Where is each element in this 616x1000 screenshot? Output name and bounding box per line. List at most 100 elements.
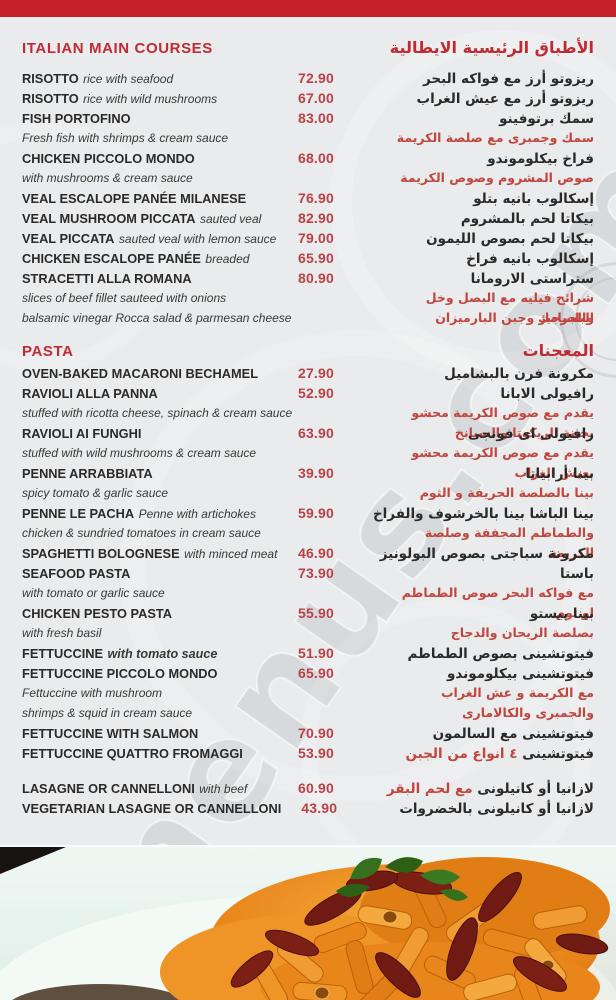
item-name-en: VEAL PICCATA [22, 231, 115, 246]
item-text-en: VEAL MUSHROOM PICCATA sauted veal [22, 209, 278, 229]
item-name-ar: إسكالوب بانيه فراخ [466, 251, 594, 267]
item-name-en: STRACETTI ALLA ROMANA [22, 271, 192, 286]
item-price: 80.90 [297, 270, 334, 286]
item-price: 82.90 [297, 210, 334, 226]
item-name-ar: بصلصة الريحان والدجاج [450, 625, 594, 640]
item-price: 79.00 [297, 230, 334, 246]
item-text-en: VEAL PICCATA sauted veal with lemon sauc… [22, 229, 278, 249]
item-text-en: RISOTTO rice with wild mushrooms [22, 89, 278, 109]
item-name-en: FETTUCCINE PICCOLO MONDO [22, 666, 218, 681]
item-price: 46.90 [297, 545, 334, 561]
item-name-ar: يقدم مع صوص الكريمة محشو بعيش الغراب [411, 445, 594, 480]
item-name-ar: لازانيا أو كانيلونى مع لحم البقر [386, 781, 594, 797]
menu-item-row: SEAFOOD PASTA 73.90 باستا [22, 563, 594, 583]
item-name-ar: مع الكريمة و عش الغراب والجمبرى والكالام… [441, 685, 594, 720]
item-name-en: RISOTTO [22, 71, 79, 86]
section-title-en: PASTA [22, 343, 74, 360]
item-name-en: VEGETARIAN LASAGNE OR CANNELLONI [22, 801, 282, 816]
section-title-ar: المعجنات [522, 341, 594, 360]
menu-content: ITALIAN MAIN COURSES الأطباق الرئيسية الا… [0, 17, 616, 818]
item-name-ar: بينا بيستو [529, 606, 594, 622]
item-text-en: shrimps & squid in cream sauce [22, 706, 193, 720]
item-desc-en: rice with wild mushrooms [83, 92, 218, 106]
item-name-ar: بيكاتا لحم بصوص الليمون [426, 231, 594, 247]
plate-shadow [12, 984, 188, 1000]
item-name-ar: لازانيا أو كانيلونى بالخضروات [399, 801, 594, 817]
item-name-en: SPAGHETTI BOLOGNESE [22, 546, 180, 561]
menu-item-row: CHICKEN PESTO PASTA 55.90 بينا بيستو [22, 603, 594, 623]
item-text-en: stuffed with wild mushrooms & cream sauc… [22, 446, 257, 460]
item-text-en: spicy tomato & garlic sauce [22, 486, 169, 500]
item-name-en: FETTUCCINE [22, 646, 104, 661]
item-text-en: VEGETARIAN LASAGNE OR CANNELLONI [22, 799, 281, 819]
menu-item-row: VEGETARIAN LASAGNE OR CANNELLONI 43.90 لاز… [22, 798, 594, 818]
top-red-bar [0, 0, 616, 17]
menu-item-subline: stuffed with ricotta cheese, spinach & c… [22, 403, 594, 440]
item-price: 53.90 [297, 745, 334, 761]
menu-item-subline: Fettuccine with mushroom مع الكريمة و عش … [22, 683, 594, 720]
item-text-en: FETTUCCINE QUATTRO FROMAGGI [22, 744, 278, 764]
item-name-en: VEAL MUSHROOM PICCATA [22, 211, 196, 226]
item-text-en: OVEN-BAKED MACARONI BECHAMEL [22, 364, 278, 384]
item-name-ar: صوص المشروم وصوص الكريمة [400, 170, 594, 185]
item-name-ar: بينا بالصلصة الحريفة و الثوم [419, 485, 594, 500]
item-price: 65.90 [297, 665, 334, 681]
item-name-en: PENNE LE PACHA [22, 506, 135, 521]
menu-item-row: RISOTTO rice with seafood 72.90 ريزوتو أرز… [22, 68, 594, 88]
parsley-garnish [336, 857, 468, 901]
menu-item-row: STRACETTI ALLA ROMANA 80.90 ستراستى الاروم… [22, 268, 594, 288]
item-name-en: RISOTTO [22, 91, 79, 106]
section-heading: PASTA المعجنات [22, 341, 594, 360]
menu-item-row: PENNE LE PACHA Penne with artichokes 59.9… [22, 503, 594, 523]
item-text-en: balsamic vinegar Rocca salad & parmesan … [22, 311, 292, 325]
item-name-ar: سمك برتوفينو [499, 111, 594, 127]
item-desc-en: breaded [205, 252, 250, 266]
item-name-en: CHICKEN PESTO PASTA [22, 606, 173, 621]
item-name-en: SEAFOOD PASTA [22, 566, 131, 581]
menu-item-row: CHICKEN PICCOLO MONDO 68.00 فراخ بيكلوموند… [22, 148, 594, 168]
menu-item-row: RAVIOLI AI FUNGHI 63.90 رافيولى اى فونجى [22, 423, 594, 443]
item-name-ar: ريزوتو أرز مع فواكه البحر [422, 71, 594, 87]
item-text-en: FISH PORTOFINO [22, 109, 278, 129]
item-name-ar: فيتوتشينى مع السالمون [432, 726, 594, 742]
menu-item-row: CHICKEN ESCALOPE PANÉE breaded 65.90 إسكال… [22, 248, 594, 268]
item-name-en: PENNE ARRABBIATA [22, 466, 153, 481]
item-name-ar: شرائح فيليه مع البصل وخل البلسامك [425, 290, 594, 325]
item-text-en: slices of beef fillet sauteed with onion… [22, 291, 227, 305]
dark-corner [0, 847, 66, 874]
item-name-en: FETTUCCINE QUATTRO FROMAGGI [22, 746, 243, 761]
item-text-en: Fresh fish with shrimps & cream sauce [22, 131, 229, 145]
item-price: 51.90 [297, 645, 334, 661]
item-desc-en: with tomato sauce [107, 647, 218, 661]
item-name-en: OVEN-BAKED MACARONI BECHAMEL [22, 366, 259, 381]
section-title-en: ITALIAN MAIN COURSES [22, 40, 213, 57]
menu-item-row: FISH PORTOFINO 83.00 سمك برتوفينو [22, 108, 594, 128]
item-desc-en: sauted veal [199, 212, 262, 226]
item-name-ar: فيتوتشينى بيكلوموندو [447, 666, 594, 682]
item-price: 27.90 [297, 365, 334, 381]
menu-item-row: FETTUCCINE WITH SALMON 70.90 فيتوتشينى مع … [22, 723, 594, 743]
item-desc-en: with beef [199, 782, 248, 796]
item-price: 76.90 [297, 190, 334, 206]
menu-item-row: SPAGHETTI BOLOGNESE with minced meat 46.9… [22, 543, 594, 563]
item-price: 73.90 [297, 565, 334, 581]
item-text-en: FETTUCCINE PICCOLO MONDO [22, 664, 278, 684]
item-name-ar: باستا [560, 566, 594, 582]
menu-item-row: VEAL PICCATA sauted veal with lemon sauc… [22, 228, 594, 248]
item-text-en: chicken & sundried tomatoes in cream sau… [22, 526, 261, 540]
item-text-en: Fettuccine with mushroom [22, 686, 163, 700]
item-price: 52.90 [297, 385, 334, 401]
menu-item-row: FETTUCCINE with tomato sauce 51.90 فيتوتشي… [22, 643, 594, 663]
item-text-en: RISOTTO rice with seafood [22, 69, 278, 89]
menu-item-subline: slices of beef fillet sauteed with onion… [22, 288, 594, 325]
item-text-en: with tomato or garlic sauce [22, 586, 165, 600]
item-name-en: RAVIOLI ALLA PANNA [22, 386, 158, 401]
item-name-ar: رافيولى اى فونجى [467, 426, 594, 442]
menu-item-subline: with mushrooms & cream sauce صوص المشروم … [22, 168, 594, 188]
menu-item-subline: with fresh basil بصلصة الريحان والدجاج [22, 623, 594, 643]
item-text-en: VEAL ESCALOPE PANÉE MILANESE [22, 189, 278, 209]
item-name-ar: مع فواكه البحر صوص الطماطم او ثوم [401, 585, 594, 620]
menu-item-subline: chicken & sundried tomatoes in cream sau… [22, 523, 594, 560]
item-name-en: RAVIOLI AI FUNGHI [22, 426, 142, 441]
